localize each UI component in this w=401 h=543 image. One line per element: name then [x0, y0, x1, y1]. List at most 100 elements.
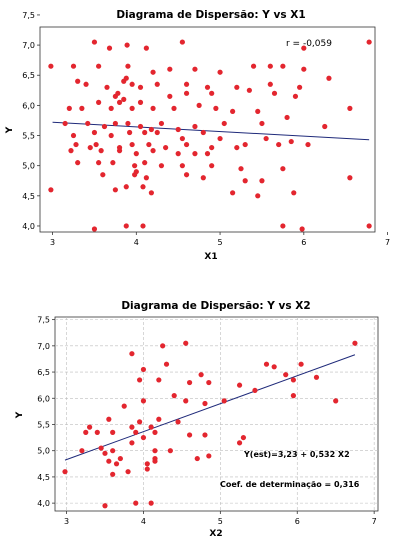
- y-axis-ticks: 4,0 4,5 5,0 5,5 6,0 6,5 7,0 7,5: [37, 316, 55, 508]
- data-point: [179, 135, 185, 142]
- data-point: [263, 135, 269, 142]
- data-point: [133, 151, 139, 157]
- data-point: [297, 84, 303, 90]
- y-tick-label: 5,5: [37, 420, 50, 429]
- y-tick-label: 6,0: [22, 101, 35, 110]
- x-tick-label: 5: [218, 517, 223, 526]
- data-point: [108, 105, 114, 111]
- data-point: [186, 379, 193, 386]
- data-point: [152, 458, 158, 464]
- data-point: [148, 500, 154, 506]
- data-point: [115, 90, 121, 96]
- data-point: [156, 377, 162, 383]
- data-point: [75, 78, 81, 84]
- plot-area-frame: [39, 26, 376, 233]
- data-point: [66, 105, 72, 111]
- data-point: [280, 223, 286, 229]
- data-point: [73, 141, 79, 148]
- x-axis-label: X2: [209, 529, 222, 539]
- regression-equation-annotation: Y(est)=3,23 + 0,532 X2: [243, 450, 350, 459]
- data-point: [70, 63, 77, 69]
- data-point: [83, 81, 89, 87]
- data-point: [106, 45, 113, 51]
- data-point: [96, 99, 102, 105]
- data-point: [163, 361, 170, 367]
- y-axis-ticks: 4,0 4,5 5,0 5,5 6,0 6,5 7,0 7,5: [22, 11, 40, 231]
- data-point: [75, 160, 81, 166]
- x-tick-label: 7: [385, 238, 390, 247]
- data-point: [87, 424, 93, 430]
- data-point: [79, 448, 85, 454]
- data-point: [246, 87, 252, 93]
- data-point: [125, 469, 131, 475]
- data-point: [183, 340, 189, 346]
- data-point: [152, 448, 158, 454]
- data-point: [167, 448, 173, 454]
- data-point: [136, 419, 143, 425]
- data-point: [263, 361, 270, 367]
- data-point: [271, 364, 277, 370]
- data-point: [158, 163, 165, 169]
- data-point: [110, 448, 116, 454]
- y-tick-label: 4,5: [22, 192, 35, 201]
- data-point: [234, 84, 240, 90]
- data-point: [121, 403, 127, 409]
- data-point: [298, 361, 304, 367]
- regression-line: [64, 354, 356, 461]
- data-point: [68, 148, 74, 154]
- data-point: [108, 132, 114, 139]
- data-point: [85, 120, 91, 127]
- data-point: [234, 144, 240, 151]
- data-point: [280, 63, 286, 69]
- data-point: [255, 108, 261, 115]
- data-point: [196, 102, 202, 108]
- data-points: [62, 340, 358, 509]
- y-tick-label: 5,5: [22, 132, 35, 141]
- data-point: [87, 144, 93, 151]
- data-point: [133, 169, 139, 175]
- y-tick-label: 7,5: [22, 11, 35, 20]
- data-point: [123, 75, 129, 81]
- data-point: [96, 160, 102, 166]
- data-point: [129, 351, 135, 357]
- data-point: [79, 105, 85, 111]
- x-tick-label: 5: [218, 238, 223, 247]
- data-point: [202, 400, 208, 407]
- data-point: [142, 160, 148, 166]
- data-point: [129, 424, 135, 430]
- data-point: [333, 398, 339, 404]
- x-tick-label: 4: [134, 238, 139, 247]
- data-point: [238, 166, 244, 172]
- data-point: [259, 178, 265, 184]
- chart-title: Diagrama de Dispersão: Y vs X2: [121, 300, 310, 312]
- data-point: [152, 429, 158, 435]
- data-point: [230, 190, 236, 196]
- x-tick-label: 4: [141, 517, 146, 526]
- y-tick-label: 4,5: [37, 473, 50, 482]
- data-point: [142, 129, 148, 136]
- data-point: [283, 372, 289, 378]
- data-point: [202, 432, 208, 438]
- data-point: [143, 45, 149, 51]
- data-point: [100, 172, 106, 178]
- data-point: [255, 193, 261, 199]
- data-point: [186, 432, 193, 438]
- data-point: [192, 151, 198, 157]
- correlation-annotation: r = -0,059: [286, 39, 332, 49]
- data-point: [137, 99, 144, 105]
- data-point: [204, 84, 211, 90]
- data-point: [209, 144, 215, 151]
- data-point: [209, 163, 215, 169]
- y-axis-label: Y: [5, 126, 15, 134]
- y-tick-label: 4,0: [22, 222, 35, 231]
- y-tick-label: 7,5: [37, 316, 50, 325]
- data-point: [288, 138, 294, 145]
- data-point: [110, 429, 116, 435]
- data-point: [129, 81, 135, 87]
- data-point: [116, 99, 123, 105]
- data-point: [83, 429, 89, 435]
- data-point: [280, 166, 286, 172]
- data-point: [140, 398, 147, 404]
- data-point: [217, 69, 223, 75]
- data-point: [175, 419, 181, 425]
